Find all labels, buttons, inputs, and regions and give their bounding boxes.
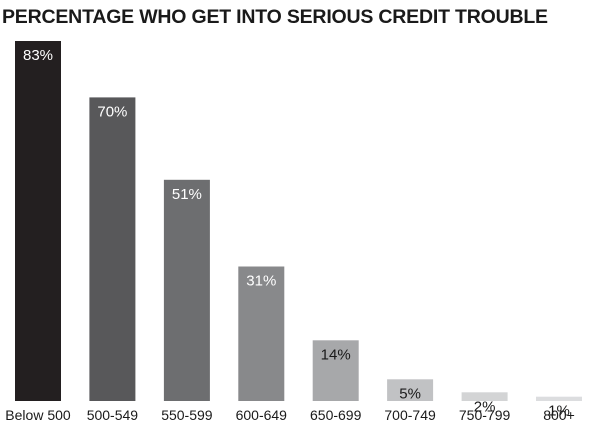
data-label: 5% <box>399 385 421 402</box>
data-label: 14% <box>321 346 351 363</box>
bar-700-749 <box>387 379 434 401</box>
x-tick-label: 550-599 <box>161 407 213 423</box>
chart-title: PERCENTAGE WHO GET INTO SERIOUS CREDIT T… <box>2 6 548 28</box>
data-label: 70% <box>97 103 127 120</box>
bar-800- <box>536 396 582 401</box>
bar-500-549 <box>89 97 136 402</box>
data-label: 2% <box>474 398 496 415</box>
x-tick-label: 750-799 <box>459 407 511 423</box>
x-tick-label: Below 500 <box>5 407 71 423</box>
x-tick-label: 800+ <box>543 407 575 423</box>
x-tick-label: 700-749 <box>384 407 436 423</box>
data-label: 1% <box>548 403 570 420</box>
data-label: 51% <box>172 186 202 203</box>
bar-650-699 <box>312 340 359 401</box>
bar-550-599 <box>163 179 210 401</box>
bar-750-799 <box>461 392 508 401</box>
x-tick-label: 650-699 <box>310 407 362 423</box>
bar-600-649 <box>238 266 285 401</box>
x-tick-label: 500-549 <box>87 407 139 423</box>
x-tick-label: 600-649 <box>236 407 288 423</box>
data-label: 31% <box>246 273 276 290</box>
data-label: 83% <box>23 47 53 64</box>
bar-below-500 <box>15 41 61 401</box>
